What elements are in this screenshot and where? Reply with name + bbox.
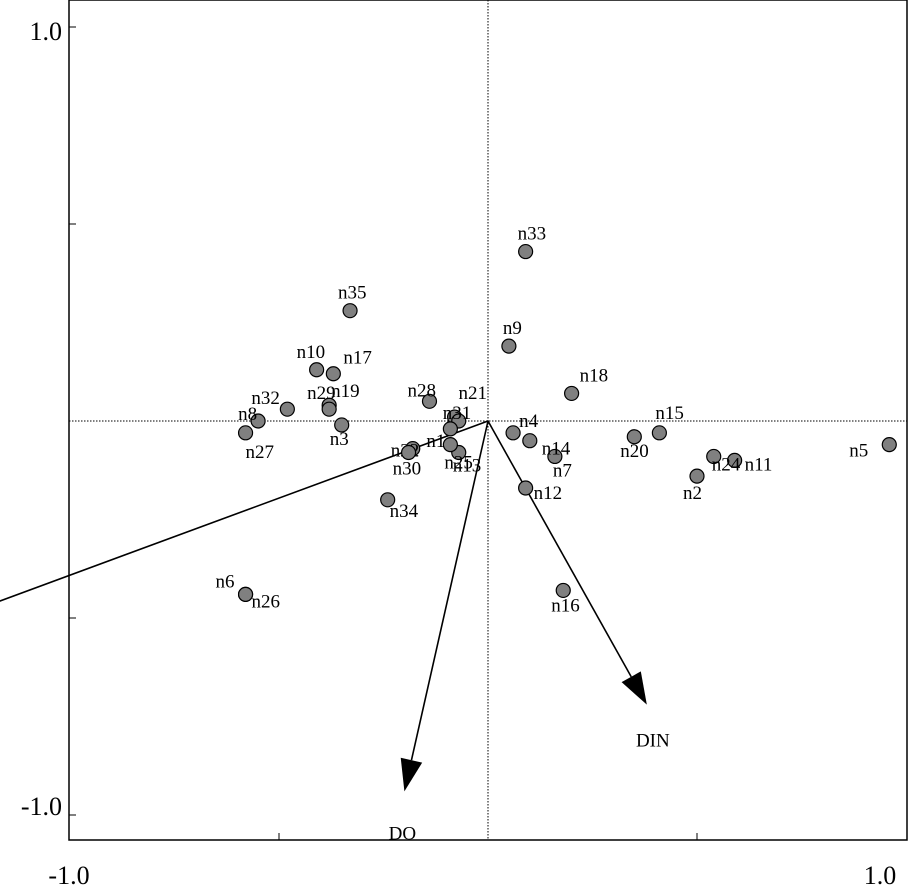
point-n17	[325, 366, 341, 382]
y-tick-label-bottom: -1.0	[21, 792, 62, 821]
environment-vectors: DEPDODIN	[0, 420, 670, 844]
point-label-n7: n7	[553, 460, 572, 481]
point-n28	[421, 393, 438, 409]
point-n34	[380, 492, 396, 508]
point-n5	[881, 437, 897, 453]
point-n35	[342, 303, 358, 319]
point-n25	[442, 437, 458, 453]
point-label-n9: n9	[503, 318, 522, 339]
point-n20	[626, 429, 642, 445]
point-n18	[563, 385, 580, 402]
point-label-n34: n34	[390, 501, 419, 522]
point-label-n14: n14	[542, 439, 571, 460]
point-n27	[237, 425, 254, 441]
point-label-n4: n4	[519, 411, 539, 432]
point-label-n32: n32	[251, 388, 279, 409]
point-n7	[547, 448, 563, 465]
point-label-n28: n28	[407, 380, 436, 401]
point-label-n30: n30	[393, 459, 422, 480]
point-n15	[651, 425, 667, 441]
point-n3	[334, 417, 350, 433]
point-n1	[442, 421, 458, 437]
point-label-n27: n27	[246, 442, 275, 463]
vector-do-arrowhead	[400, 757, 423, 792]
point-label-n15: n15	[655, 403, 684, 424]
point-n2	[689, 468, 705, 484]
point-label-n13: n13	[453, 456, 482, 477]
point-n32	[279, 401, 295, 417]
point-label-n8: n8	[238, 404, 257, 425]
x-ticks	[278, 833, 698, 840]
point-label-n25: n25	[444, 453, 473, 474]
point-label-n5: n5	[849, 441, 868, 462]
point-label-n1: n1	[426, 431, 445, 452]
point-label-n2: n2	[683, 483, 702, 504]
sample-points: n2 n3 n4 n5 n6 n7 n8 n9 n10 n11 n12 n13 n14 n15 n16 n17…	[216, 224, 897, 616]
point-label-n19: n19	[331, 381, 360, 402]
point-n16	[555, 582, 571, 599]
point-label-n33: n33	[518, 224, 547, 245]
vector-din-label: DIN	[636, 731, 670, 752]
point-n8	[250, 413, 266, 429]
point-label-n11: n11	[745, 454, 773, 475]
point-label-n3: n3	[330, 429, 349, 450]
y-ticks	[69, 26, 76, 816]
vector-dep-line	[0, 420, 489, 602]
point-n10	[309, 362, 325, 378]
point-label-n24: n24	[712, 454, 741, 475]
point-n24	[706, 448, 722, 465]
point-label-n35: n35	[338, 283, 367, 304]
point-label-n21: n21	[459, 383, 488, 404]
point-label-n20: n20	[620, 441, 649, 462]
vector-do-line	[410, 420, 489, 761]
vector-do-label: DO	[389, 823, 416, 844]
point-n26	[237, 586, 254, 602]
point-n14	[522, 433, 538, 449]
point-label-n31: n31	[443, 403, 472, 424]
point-label-n17: n17	[343, 348, 372, 369]
point-n4	[505, 425, 521, 441]
point-n33	[518, 243, 534, 260]
point-label-n10: n10	[297, 342, 326, 363]
point-label-n16: n16	[551, 595, 580, 616]
point-n29	[321, 401, 337, 417]
point-label-n18: n18	[580, 365, 609, 386]
x-tick-label-right: 1.0	[864, 861, 897, 887]
point-label-n6: n6	[216, 571, 235, 592]
point-n9	[501, 338, 517, 354]
point-n30	[400, 444, 417, 461]
point-n12	[518, 480, 534, 496]
x-tick-label-left: -1.0	[48, 861, 89, 887]
y-tick-label-top: 1.0	[30, 17, 63, 46]
point-label-n29: n29	[307, 383, 336, 404]
vector-din-line	[487, 420, 632, 678]
point-label-n12: n12	[534, 483, 563, 504]
point-label-n26: n26	[252, 591, 281, 612]
vector-din-arrowhead	[621, 671, 647, 705]
point-n11	[727, 452, 743, 468]
